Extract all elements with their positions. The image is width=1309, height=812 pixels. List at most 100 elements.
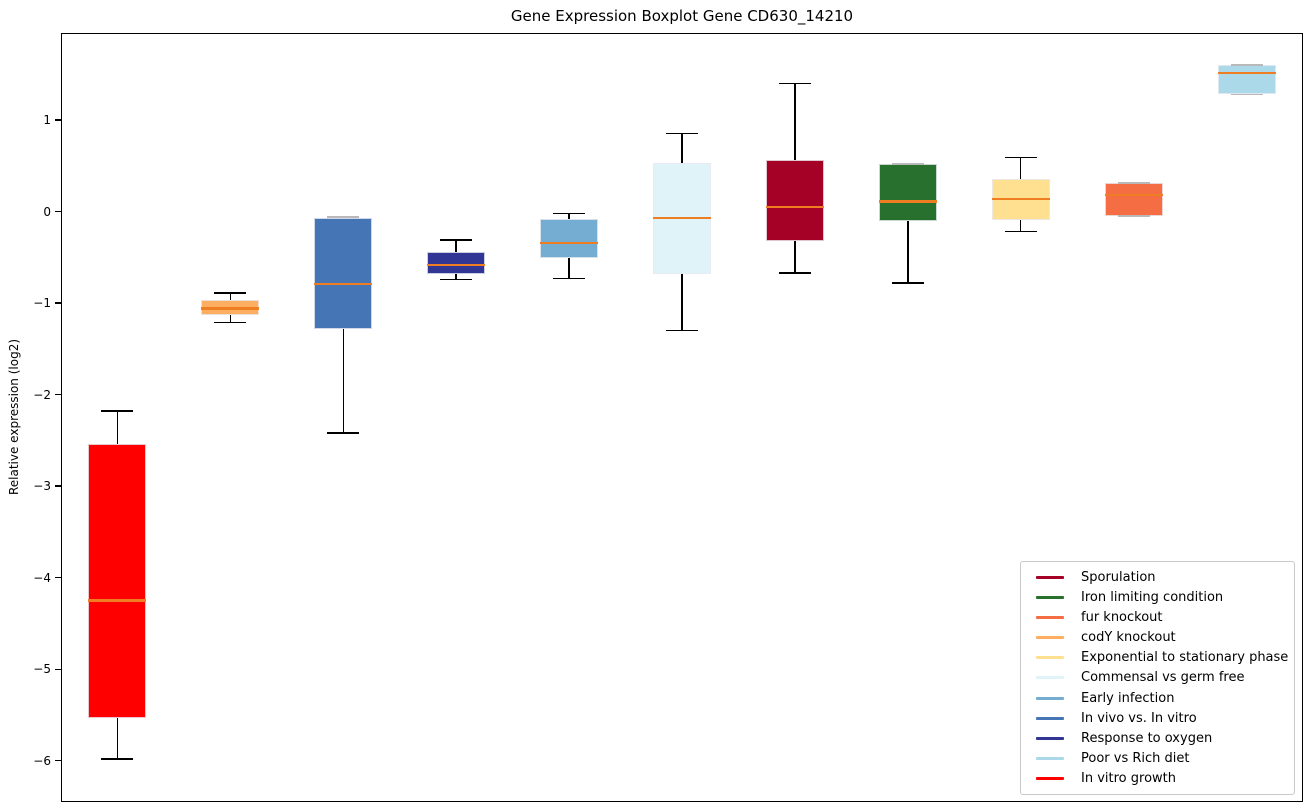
boxplot-box — [427, 251, 486, 274]
whisker-cap-upper — [666, 132, 698, 135]
y-tick-label: −4 — [33, 570, 51, 585]
whisker-cap-upper — [1004, 156, 1037, 159]
whisker-cap-lower — [891, 282, 924, 284]
y-tick-label: −2 — [33, 387, 51, 402]
boxplot-box — [765, 160, 824, 241]
median-line — [540, 241, 599, 244]
y-tick-label: −5 — [33, 662, 51, 677]
whisker-upper — [116, 411, 119, 445]
y-tick-mark — [55, 210, 61, 213]
whisker-cap-upper — [891, 163, 924, 165]
legend-color-swatch — [1036, 595, 1064, 599]
legend-item: Commensal vs germ free — [1031, 668, 1284, 688]
whisker-lower — [229, 314, 232, 323]
legend-color-swatch — [1036, 757, 1064, 761]
legend-color-swatch — [1036, 575, 1064, 579]
legend-color-swatch — [1036, 636, 1064, 640]
y-tick-label: −6 — [33, 753, 51, 768]
legend-item: Early infection — [1031, 688, 1284, 708]
whisker-cap-lower — [553, 277, 586, 280]
y-tick-mark — [55, 393, 61, 396]
whisker-upper — [568, 213, 570, 219]
median-line — [653, 216, 711, 219]
whisker-upper — [1019, 157, 1022, 180]
boxplot-box — [540, 218, 599, 259]
whisker-cap-lower — [440, 278, 473, 280]
whisker-cap-lower — [666, 329, 698, 332]
whisker-cap-lower — [327, 432, 360, 434]
median-line — [314, 282, 373, 285]
whisker-cap-lower — [214, 321, 247, 324]
legend-item: codY knockout — [1031, 628, 1284, 648]
whisker-upper — [681, 133, 683, 163]
whisker-lower — [907, 220, 909, 283]
legend-item: Exponential to stationary phase — [1031, 648, 1288, 668]
median-line — [88, 599, 147, 602]
legend-item-label: Early infection — [1081, 690, 1175, 706]
legend-color-swatch — [1036, 615, 1064, 619]
legend-item-label: In vivo vs. In vitro — [1081, 710, 1197, 726]
y-tick-mark — [55, 119, 61, 121]
whisker-cap-lower — [778, 272, 811, 274]
legend-item: Poor vs Rich diet — [1031, 749, 1284, 769]
whisker-cap-upper — [440, 239, 473, 241]
whisker-cap-upper — [214, 292, 247, 294]
legend-color-swatch — [1036, 777, 1064, 781]
whisker-cap-upper — [327, 216, 360, 218]
y-axis-label: Relative expression (log2) — [7, 338, 21, 496]
legend-item: Iron limiting condition — [1031, 587, 1284, 607]
y-tick-mark — [55, 302, 61, 304]
whisker-lower — [116, 717, 119, 759]
legend-color-swatch — [1036, 696, 1064, 700]
whisker-cap-upper — [778, 82, 811, 85]
legend-item-label: Response to oxygen — [1081, 730, 1213, 746]
legend-item: fur knockout — [1031, 607, 1284, 627]
y-tick-label: −3 — [33, 479, 51, 494]
whisker-cap-lower — [1230, 93, 1263, 96]
legend-item: In vitro growth — [1031, 769, 1284, 789]
legend-item-label: Sporulation — [1081, 569, 1156, 585]
y-tick-mark — [55, 577, 61, 579]
legend-item: Sporulation — [1031, 567, 1284, 587]
whisker-cap-upper — [101, 410, 134, 412]
legend-item: Response to oxygen — [1031, 728, 1284, 748]
legend-item-label: fur knockout — [1081, 609, 1163, 625]
whisker-cap-upper — [1117, 182, 1150, 184]
whisker-upper — [455, 239, 457, 252]
legend-color-swatch — [1036, 656, 1064, 660]
whisker-lower — [568, 258, 570, 279]
median-line — [1217, 72, 1276, 75]
whisker-cap-lower — [1117, 215, 1150, 217]
legend-color-swatch — [1036, 736, 1064, 740]
boxplot-box — [1104, 183, 1163, 217]
whisker-cap-upper — [1230, 64, 1263, 66]
y-tick-mark — [55, 760, 61, 762]
y-tick-mark — [55, 668, 61, 670]
legend-item: In vivo vs. In vitro — [1031, 708, 1284, 728]
median-line — [427, 263, 486, 266]
whisker-upper — [794, 83, 796, 161]
legend-item-label: Commensal vs germ free — [1081, 670, 1245, 686]
whisker-lower — [794, 240, 796, 273]
median-line — [878, 200, 937, 203]
median-line — [201, 307, 260, 310]
boxplot-box — [878, 163, 937, 221]
boxplot-box — [1217, 65, 1276, 95]
median-line — [765, 205, 824, 209]
legend-item-label: In vitro growth — [1081, 771, 1176, 787]
chart-title: Gene Expression Boxplot Gene CD630_14210 — [510, 7, 854, 25]
whisker-cap-upper — [553, 212, 586, 215]
legend-color-swatch — [1036, 676, 1064, 680]
y-tick-mark — [55, 485, 61, 487]
median-line — [1104, 193, 1163, 197]
whisker-cap-lower — [101, 758, 134, 760]
whisker-lower — [342, 328, 345, 434]
legend-item-label: Poor vs Rich diet — [1081, 751, 1190, 767]
boxplot-box — [314, 217, 373, 329]
whisker-upper — [229, 292, 232, 301]
boxplot-box — [88, 444, 147, 718]
whisker-lower — [681, 273, 683, 331]
whisker-cap-lower — [1004, 230, 1037, 233]
legend-item-label: Iron limiting condition — [1081, 589, 1224, 605]
